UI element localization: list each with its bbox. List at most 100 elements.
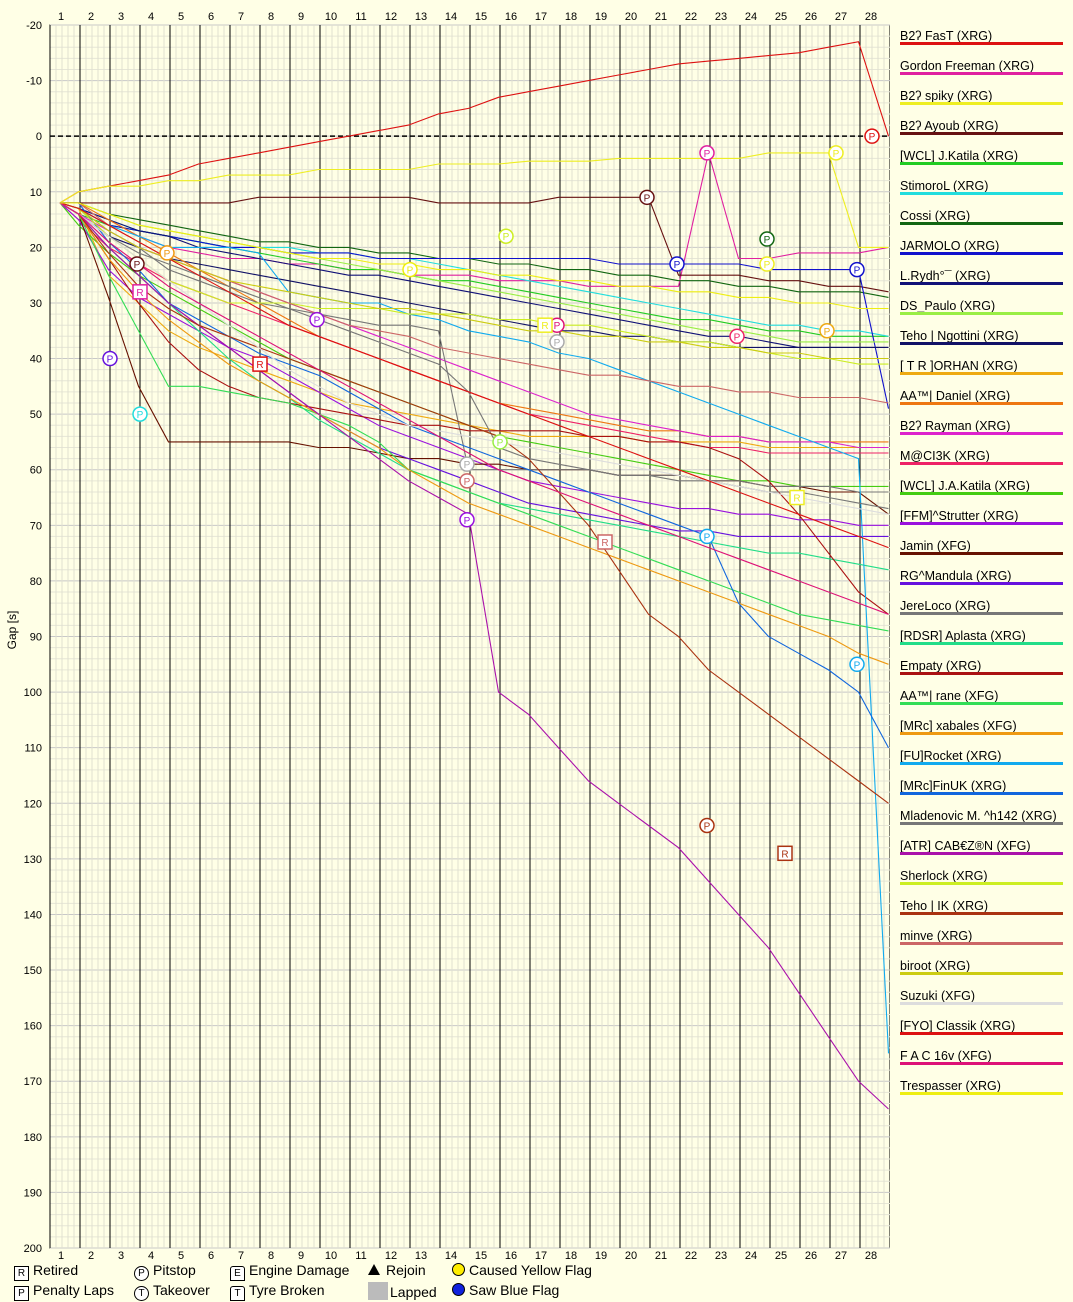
x-tick-label-top: 16 <box>505 11 517 23</box>
legend-item: minve (XRG) <box>900 929 1063 959</box>
penalty-laps-icon: P <box>14 1286 29 1301</box>
marker-letter: R <box>781 849 788 860</box>
legend-label: StimoroL (XRG) <box>900 179 989 193</box>
legend-label: Cossi (XRG) <box>900 209 971 223</box>
legend-swatch <box>900 1092 1063 1095</box>
pitstop-marker <box>159 245 175 261</box>
legend-item: [FYO] Classik (XRG) <box>900 1019 1063 1049</box>
legend-swatch <box>900 522 1063 525</box>
key-caused-yellow: Caused Yellow Flag <box>452 1262 592 1278</box>
pitstop-marker <box>759 231 775 247</box>
legend-item: B2ʔ spiky (XRG) <box>900 89 1063 119</box>
legend-swatch <box>900 882 1063 885</box>
legend-label: JereLoco (XRG) <box>900 599 991 613</box>
x-tick-label-top: 18 <box>565 11 577 23</box>
x-tick-label-top: 24 <box>745 11 757 23</box>
engine-damage-icon: E <box>230 1266 245 1281</box>
x-tick-label-top: 28 <box>865 11 877 23</box>
legend-swatch <box>900 732 1063 735</box>
y-tick-label: 50 <box>30 409 42 421</box>
retired-marker <box>777 845 793 862</box>
series-line <box>59 152 889 287</box>
x-tick-label-bottom: 25 <box>775 1250 787 1262</box>
x-tick-label-top: 9 <box>298 11 304 23</box>
y-tick-label: 60 <box>30 465 42 477</box>
legend-item: biroot (XRG) <box>900 959 1063 989</box>
legend-label: [RDSR] Aplasta (XRG) <box>900 629 1026 643</box>
legend-swatch <box>900 1002 1063 1005</box>
y-tick-label: 40 <box>30 354 42 366</box>
legend-label: minve (XRG) <box>900 929 973 943</box>
legend-item: B2ʔ FasT (XRG) <box>900 29 1063 59</box>
marker-letter: P <box>464 460 471 471</box>
x-tick-label-top: 10 <box>325 11 337 23</box>
pitstop-marker <box>459 456 475 472</box>
y-tick-label: 110 <box>24 743 42 755</box>
x-tick-label-top: 22 <box>685 11 697 23</box>
pitstop-marker <box>129 256 145 272</box>
marker-letter: R <box>601 538 608 549</box>
retired-marker <box>789 489 805 506</box>
pitstop-marker <box>849 656 865 673</box>
legend-label: DS_Paulo (XRG) <box>900 299 996 313</box>
pitstop-marker <box>498 228 514 244</box>
legend-label: AA™| rane (XFG) <box>900 689 999 703</box>
key-lapped: Lapped <box>368 1282 437 1300</box>
x-tick-label-bottom: 27 <box>835 1250 847 1262</box>
legend-item: DS_Paulo (XRG) <box>900 299 1063 329</box>
legend-swatch <box>900 1062 1063 1065</box>
legend-item: RG^Mandula (XRG) <box>900 569 1063 599</box>
legend-swatch <box>900 762 1063 765</box>
legend-item: B2ʔ Ayoub (XRG) <box>900 119 1063 149</box>
y-tick-label: 150 <box>24 965 42 977</box>
legend-label: [FFM]^Strutter (XRG) <box>900 509 1019 523</box>
x-tick-label-top: 3 <box>118 11 124 23</box>
legend-item: M@CI3K (XRG) <box>900 449 1063 479</box>
marker-letter: P <box>704 532 711 543</box>
series-line <box>59 202 889 665</box>
legend-swatch <box>900 402 1063 405</box>
legend-item: AA™| rane (XFG) <box>900 689 1063 719</box>
y-tick-label: 130 <box>24 854 42 866</box>
legend-label: L.Rydh°¯ (XRG) <box>900 269 991 283</box>
x-tick-label-bottom: 1 <box>58 1250 64 1262</box>
marker-letter: P <box>134 260 141 271</box>
series-line <box>59 202 889 515</box>
pitstop-marker <box>492 434 508 450</box>
retired-marker <box>537 317 553 333</box>
legend-item: Cossi (XRG) <box>900 209 1063 239</box>
key-tyre-broken: T Tyre Broken <box>230 1282 324 1301</box>
legend-label: B2ʔ FasT (XRG) <box>900 29 993 43</box>
series-line <box>59 41 890 204</box>
legend-item: [ATR] CAB€Z®N (XFG) <box>900 839 1063 869</box>
key-rejoin: Rejoin <box>368 1262 426 1278</box>
series-line <box>60 202 889 748</box>
legend-label: [FU]Rocket (XRG) <box>900 749 1002 763</box>
series-line <box>59 202 889 549</box>
legend-swatch <box>900 132 1063 135</box>
x-tick-label-bottom: 8 <box>268 1250 274 1262</box>
pitstop-marker <box>819 323 835 339</box>
marker-letter: P <box>734 332 741 343</box>
y-tick-label: 170 <box>24 1076 42 1088</box>
pitstop-marker <box>459 512 475 528</box>
pitstop-marker <box>699 528 715 545</box>
x-tick-label-top: 25 <box>775 11 787 23</box>
pitstop-marker <box>549 334 565 350</box>
y-tick-label: 30 <box>30 298 42 310</box>
legend-swatch <box>900 492 1063 495</box>
legend-item: Empaty (XRG) <box>900 659 1063 689</box>
marker-letter: P <box>833 149 840 160</box>
y-tick-label: 180 <box>24 1132 42 1144</box>
legend-label: [MRc] xabales (XFG) <box>900 719 1017 733</box>
x-tick-label-bottom: 10 <box>325 1250 337 1262</box>
pitstop-marker <box>828 145 844 161</box>
x-tick-label-top: 14 <box>445 11 457 23</box>
legend-item: Teho | Ngottini (XRG) <box>900 329 1063 359</box>
x-tick-label-bottom: 23 <box>715 1250 727 1262</box>
legend-swatch <box>900 72 1063 75</box>
legend-label: Trespasser (XRG) <box>900 1079 1001 1093</box>
legend-item: [FU]Rocket (XRG) <box>900 749 1063 779</box>
pitstop-marker <box>639 189 655 206</box>
y-axis-label: Gap [s] <box>5 611 19 650</box>
